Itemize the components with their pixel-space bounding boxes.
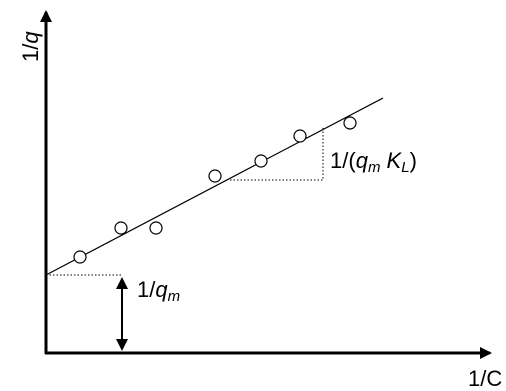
point [115,222,127,234]
text: K [380,148,402,173]
text: 1/( [330,148,356,173]
text: m [168,288,181,305]
point [209,170,221,182]
point [255,155,267,167]
diagram: 1/q 1/C 1/(qm KL) 1/qm [0,0,506,391]
x-axis-label: 1/C [468,366,502,391]
text: L [401,159,409,176]
point [344,117,356,129]
text: 1/ [18,43,43,62]
y-axis-label: 1/q [18,31,43,62]
background [0,0,506,391]
text: m [368,159,381,176]
point [294,130,306,142]
point [150,222,162,234]
point [74,251,86,263]
text: 1/ [137,277,156,302]
text: q [356,148,369,173]
text: ) [410,148,417,173]
text: q [155,277,168,302]
text: q [18,31,43,44]
